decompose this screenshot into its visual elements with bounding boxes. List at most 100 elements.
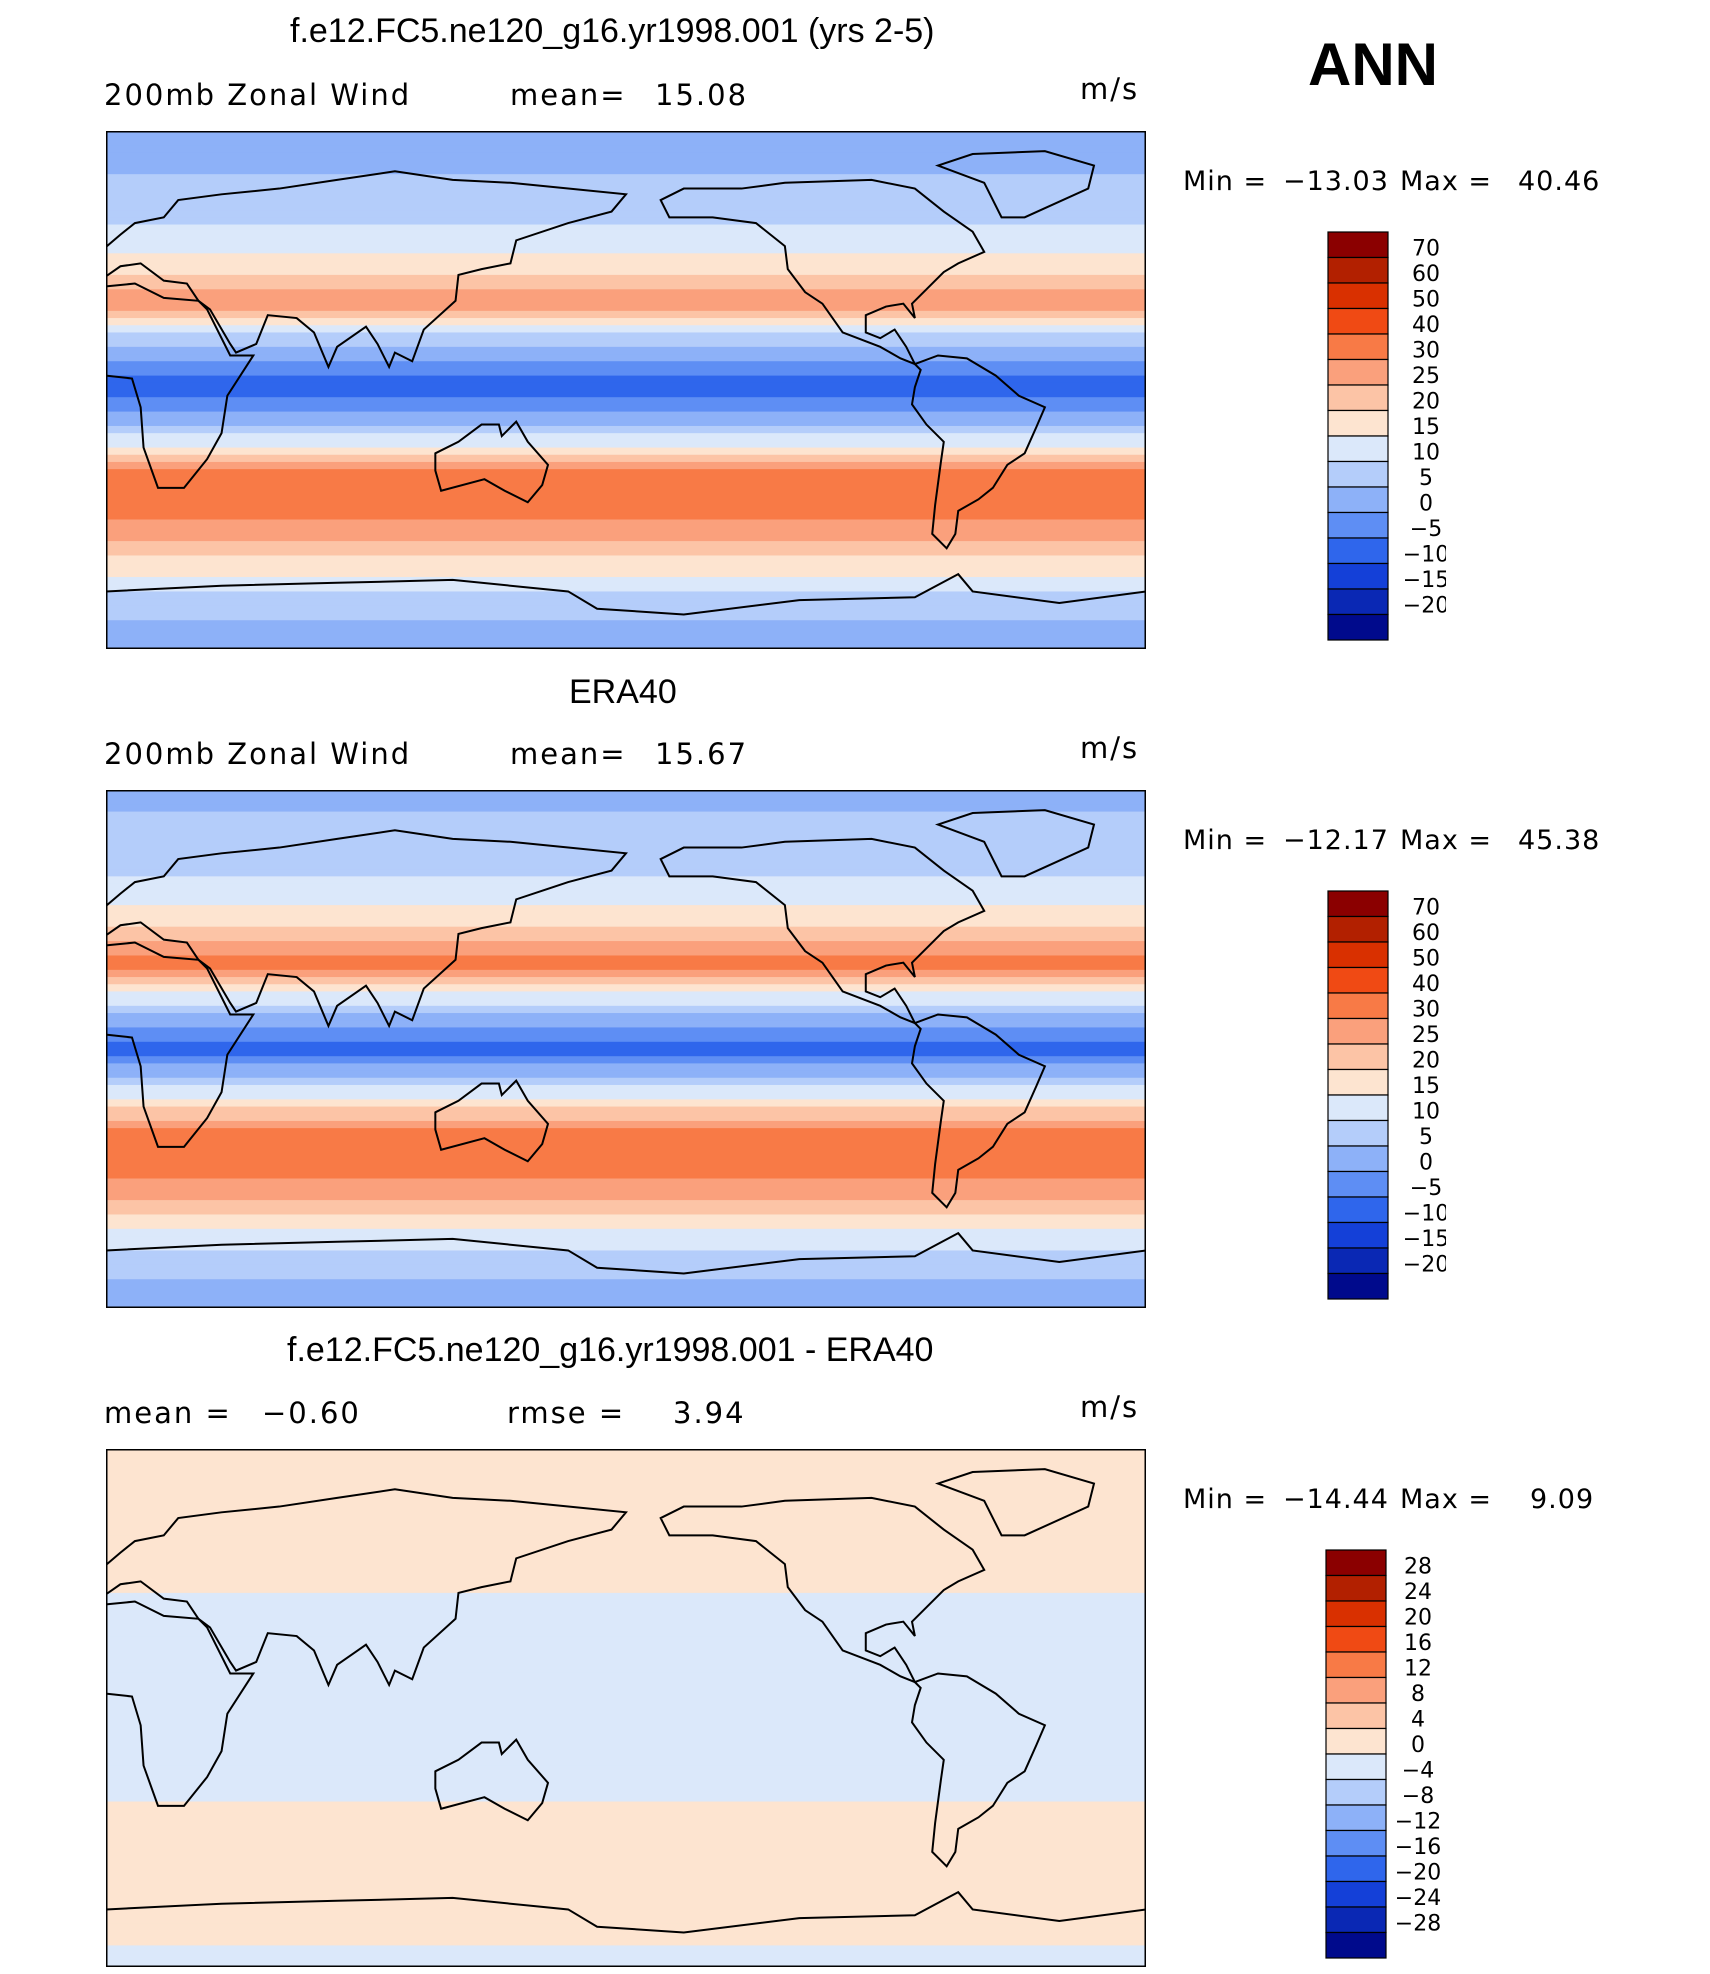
colorbar-tick-label: −12: [1395, 1810, 1441, 1835]
wind-band: [106, 1902, 1146, 1911]
colorbar-box: [1327, 1247, 1389, 1275]
colorbar-box: [1325, 1676, 1387, 1704]
wind-band: [106, 876, 1146, 885]
wind-band: [106, 1916, 1146, 1925]
colorbar-box: [1327, 384, 1389, 412]
continent-namerica: [659, 837, 986, 1026]
wind-band: [106, 613, 1146, 621]
continent-eurasia: [106, 170, 628, 370]
wind-band: [106, 238, 1146, 247]
wind-band: [106, 145, 1146, 154]
wind-band: [106, 1549, 1146, 1558]
wind-band: [106, 210, 1146, 218]
wind-band: [106, 1779, 1146, 1788]
continent-australia: [434, 1079, 550, 1163]
colorbar-tick-label: 50: [1412, 288, 1440, 313]
colorbar-box: [1327, 435, 1389, 463]
wind-band: [106, 1178, 1146, 1187]
colorbar-box: [1327, 1119, 1389, 1147]
panel-3-mean-label: mean =: [104, 1396, 232, 1430]
wind-band: [106, 804, 1146, 813]
wind-band: [106, 519, 1146, 528]
colorbar-tick-label: 25: [1412, 1023, 1440, 1048]
wind-band: [106, 1614, 1146, 1623]
colorbar-box: [1327, 1068, 1389, 1096]
wind-band: [106, 1578, 1146, 1587]
wind-band: [106, 202, 1146, 211]
panel-3-rmse-label: rmse =: [507, 1396, 626, 1430]
colorbar-tick-label: −20: [1395, 1861, 1441, 1886]
wind-band: [106, 1636, 1146, 1644]
continent-samerica: [910, 354, 1047, 550]
wind-band: [106, 1128, 1146, 1136]
wind-band: [106, 577, 1146, 585]
wind-band: [106, 1257, 1146, 1266]
wind-band: [106, 174, 1146, 182]
wind-band: [106, 253, 1146, 262]
colorbar-box: [1327, 562, 1389, 590]
wind-band: [106, 1686, 1146, 1695]
continent-australia: [434, 1738, 550, 1822]
wind-band: [106, 1142, 1146, 1151]
wind-band: [106, 533, 1146, 542]
colorbar-box: [1325, 1880, 1387, 1908]
wind-band: [106, 1866, 1146, 1875]
wind-band: [106, 919, 1146, 928]
wind-band: [106, 1300, 1146, 1308]
wind-band: [106, 1715, 1146, 1723]
wind-band: [106, 1693, 1146, 1702]
colorbar-box: [1327, 992, 1389, 1020]
wind-band: [106, 811, 1146, 820]
colorbar-tick-label: 4: [1411, 1708, 1425, 1733]
colorbar-box: [1325, 1651, 1387, 1679]
wind-band: [106, 131, 1146, 139]
continent-africa: [106, 941, 256, 1148]
wind-band: [106, 1221, 1146, 1230]
colorbar-box: [1327, 1145, 1389, 1173]
wind-band: [106, 490, 1146, 499]
wind-band: [106, 418, 1146, 427]
colorbar-box: [1327, 966, 1389, 994]
colorbar-box: [1325, 1931, 1387, 1959]
colorbar-box: [1325, 1829, 1387, 1857]
colorbar-tick-label: −10: [1403, 1202, 1446, 1227]
wind-band: [106, 562, 1146, 571]
wind-band: [106, 1535, 1146, 1544]
wind-band: [106, 1801, 1146, 1810]
panel-3-rmse-value: 3.94: [673, 1396, 746, 1430]
wind-band: [106, 1938, 1146, 1947]
wind-band: [106, 181, 1146, 190]
wind-band: [106, 512, 1146, 521]
wind-band: [106, 260, 1146, 269]
colorbar-tick-label: −16: [1395, 1835, 1441, 1860]
wind-band: [106, 1200, 1146, 1208]
colorbar-tick-label: 10: [1412, 1100, 1440, 1125]
colorbar-box: [1325, 1625, 1387, 1653]
wind-band: [106, 969, 1146, 978]
colorbar-tick-label: 5: [1419, 466, 1433, 491]
panel-1-max-value: 40.46: [1518, 166, 1601, 197]
colorbar-tick-label: −24: [1395, 1886, 1441, 1911]
wind-band: [106, 933, 1146, 942]
colorbar-box: [1327, 460, 1389, 488]
wind-band: [106, 224, 1146, 233]
wind-band: [106, 404, 1146, 413]
wind-band: [106, 461, 1146, 470]
wind-band: [106, 912, 1146, 921]
wind-band: [106, 1243, 1146, 1252]
colorbar-tick-label: 20: [1412, 1049, 1440, 1074]
wind-band: [106, 1470, 1146, 1479]
wind-band: [106, 1120, 1146, 1129]
wind-band: [106, 188, 1146, 197]
colorbar-box: [1327, 1272, 1389, 1300]
colorbar-tick-label: −20: [1403, 594, 1446, 619]
wind-band: [106, 1520, 1146, 1529]
colorbar-box: [1325, 1600, 1387, 1628]
wind-band: [106, 1585, 1146, 1594]
wind-band: [106, 1722, 1146, 1731]
wind-band: [106, 825, 1146, 834]
wind-band: [106, 861, 1146, 870]
wind-band: [106, 469, 1146, 477]
